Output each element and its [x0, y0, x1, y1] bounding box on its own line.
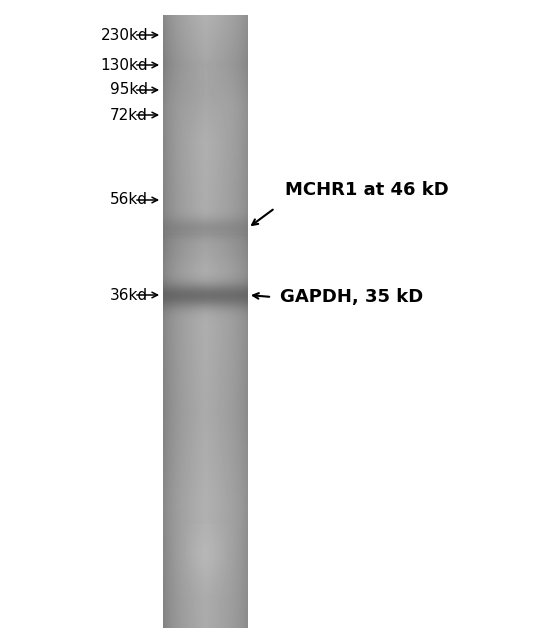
- Text: 56kd: 56kd: [110, 192, 148, 208]
- Text: 95kd: 95kd: [110, 82, 148, 98]
- Text: 230kd: 230kd: [100, 27, 148, 43]
- Text: GAPDH, 35 kD: GAPDH, 35 kD: [280, 288, 424, 306]
- Text: MCHR1 at 46 kD: MCHR1 at 46 kD: [285, 181, 449, 199]
- Text: 130kd: 130kd: [100, 58, 148, 72]
- Text: 36kd: 36kd: [110, 288, 148, 302]
- Text: 72kd: 72kd: [110, 107, 148, 123]
